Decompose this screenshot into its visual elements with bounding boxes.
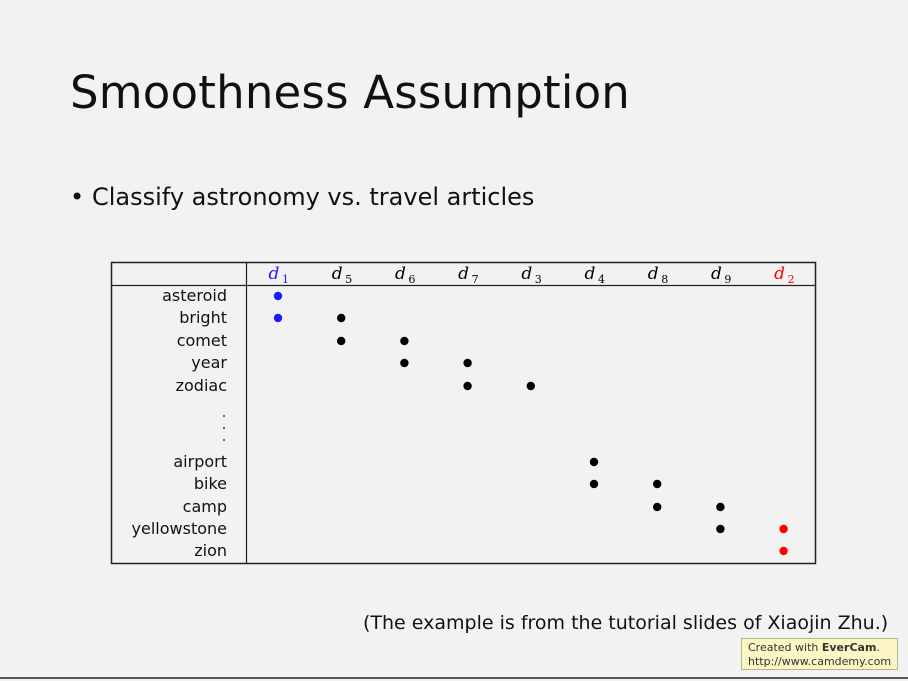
column-header-subscript: 4 bbox=[598, 273, 605, 286]
row-label: yellowstone bbox=[132, 519, 227, 538]
column-header-subscript: 7 bbox=[472, 273, 479, 286]
matrix-dot bbox=[337, 336, 346, 346]
matrix-dot bbox=[400, 358, 409, 368]
row-label: bright bbox=[179, 308, 227, 327]
column-header: d bbox=[458, 264, 469, 284]
column-header-subscript: 3 bbox=[535, 273, 542, 286]
matrix-dot bbox=[779, 524, 788, 534]
matrix-dot bbox=[400, 336, 409, 346]
matrix-dot bbox=[273, 291, 283, 301]
ellipsis-dot bbox=[223, 415, 225, 417]
column-header: d bbox=[585, 264, 596, 284]
column-header: d bbox=[332, 264, 343, 284]
row-label: zion bbox=[194, 541, 227, 560]
matrix-dot bbox=[779, 546, 788, 556]
row-label: year bbox=[191, 353, 227, 372]
bottom-divider bbox=[0, 677, 908, 679]
ellipsis-dot bbox=[223, 439, 225, 441]
matrix-dot bbox=[273, 313, 283, 323]
watermark-prefix: Created with bbox=[748, 641, 822, 654]
column-header-subscript: 6 bbox=[408, 273, 415, 286]
matrix-dot bbox=[589, 457, 599, 467]
matrix-dot bbox=[463, 381, 472, 391]
evercam-watermark[interactable]: Created with EverCam. http://www.camdemy… bbox=[741, 638, 898, 670]
column-header-subscript: 8 bbox=[661, 273, 668, 286]
row-label: comet bbox=[177, 331, 227, 350]
matrix-dot bbox=[463, 358, 472, 368]
row-label: bike bbox=[194, 474, 227, 493]
column-header: d bbox=[269, 264, 280, 284]
citation-text: (The example is from the tutorial slides… bbox=[363, 612, 889, 634]
matrix-dot bbox=[337, 313, 346, 323]
bullet-dot-icon: • bbox=[70, 183, 85, 211]
column-header-subscript: 5 bbox=[345, 273, 352, 286]
matrix-dot bbox=[653, 502, 662, 512]
row-label: airport bbox=[173, 452, 227, 471]
matrix-dot bbox=[716, 524, 725, 534]
bullet-item: • Classify astronomy vs. travel articles bbox=[70, 183, 534, 211]
ellipsis-dot bbox=[223, 427, 225, 429]
matrix-dot bbox=[716, 502, 725, 512]
matrix-border bbox=[110, 261, 817, 565]
watermark-suffix: . bbox=[876, 641, 880, 654]
column-header: d bbox=[648, 264, 659, 284]
matrix-dot bbox=[526, 381, 535, 391]
row-label: zodiac bbox=[176, 376, 227, 395]
column-header: d bbox=[774, 264, 785, 284]
column-header: d bbox=[521, 264, 532, 284]
column-header-subscript: 2 bbox=[788, 273, 795, 286]
column-header: d bbox=[711, 264, 722, 284]
row-label: camp bbox=[183, 497, 227, 516]
row-label: asteroid bbox=[162, 286, 227, 305]
matrix-dot bbox=[589, 479, 599, 489]
slide-title: Smoothness Assumption bbox=[70, 66, 631, 119]
matrix-dot bbox=[653, 479, 662, 489]
column-header-subscript: 9 bbox=[724, 273, 731, 286]
watermark-url[interactable]: http://www.camdemy.com bbox=[748, 655, 892, 668]
column-header-subscript: 1 bbox=[282, 273, 289, 286]
watermark-brand: EverCam bbox=[821, 641, 877, 654]
bullet-text: Classify astronomy vs. travel articles bbox=[92, 183, 535, 211]
column-header: d bbox=[395, 264, 406, 284]
